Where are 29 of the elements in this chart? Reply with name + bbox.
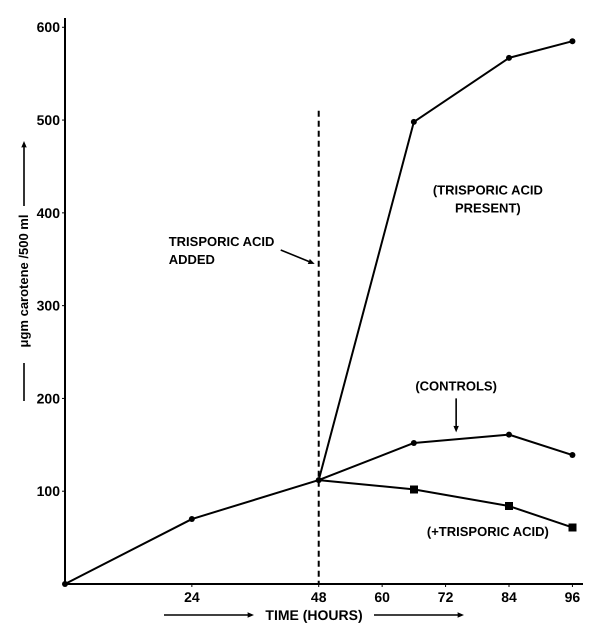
annotation: (+TRISPORIC ACID) — [426, 524, 549, 539]
ref-line-label: TRISPORIC ACID ADDED — [168, 234, 274, 267]
point — [505, 502, 513, 510]
y-tick-label: 600 — [36, 19, 60, 36]
y-tick-label: 300 — [36, 298, 60, 314]
point — [506, 432, 512, 438]
point — [410, 485, 418, 494]
point — [410, 440, 417, 446]
point — [506, 54, 512, 61]
annotation: (TRISPORIC ACID PRESENT) — [432, 182, 543, 216]
x-tick-label: 48 — [310, 589, 327, 605]
point — [188, 516, 195, 522]
point — [569, 452, 576, 458]
x-tick-label: 24 — [184, 589, 200, 605]
point — [62, 581, 68, 587]
y-axis-title: μgm carotene /500 ml — [16, 214, 31, 348]
x-tick-label: 84 — [501, 589, 517, 605]
y-tick-label: 100 — [36, 483, 60, 500]
y-tick-label: 200 — [36, 390, 60, 406]
x-axis-title: TIME (HOURS) — [265, 607, 363, 623]
point — [568, 523, 576, 532]
x-tick-label: 72 — [438, 589, 454, 605]
y-tick-label: 500 — [36, 112, 60, 128]
annotation: (CONTROLS) — [415, 378, 497, 394]
y-tick-label: 400 — [36, 204, 60, 221]
x-tick-label: 96 — [564, 589, 580, 605]
point — [410, 118, 417, 125]
point — [569, 38, 576, 44]
x-tick-label: 60 — [374, 589, 390, 605]
